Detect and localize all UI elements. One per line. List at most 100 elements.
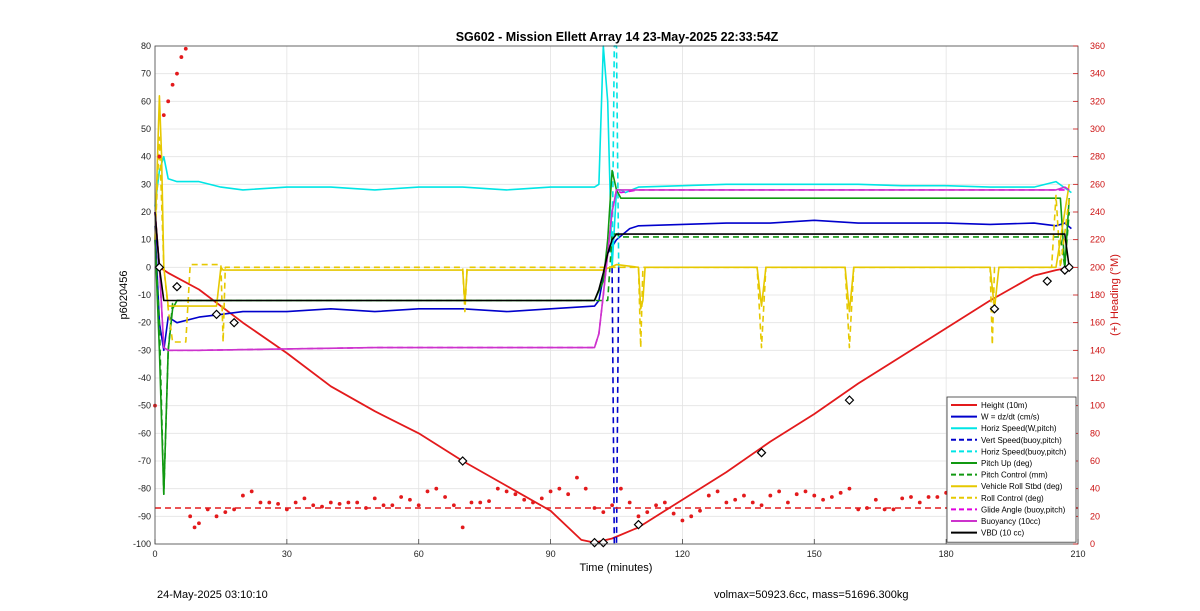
x-tick-label: 60 bbox=[414, 549, 424, 559]
heading-point bbox=[249, 489, 254, 494]
heading-point bbox=[768, 493, 773, 498]
heading-point bbox=[408, 497, 412, 502]
heading-point bbox=[355, 500, 360, 505]
heading-point bbox=[794, 492, 799, 497]
footer-mass-info: volmax=50923.6cc, mass=51696.300kg bbox=[714, 589, 909, 601]
heading-point bbox=[829, 495, 834, 499]
dive-marker bbox=[589, 537, 600, 548]
y2-tick-label: 160 bbox=[1090, 318, 1105, 328]
heading-point bbox=[175, 71, 179, 76]
heading-point bbox=[183, 46, 188, 51]
heading-point bbox=[698, 508, 702, 513]
heading-point bbox=[935, 495, 940, 499]
dive-marker bbox=[1042, 276, 1053, 287]
dive-marker bbox=[154, 262, 165, 273]
heading-point bbox=[812, 493, 817, 498]
x-axis-label: Time (minutes) bbox=[580, 562, 653, 574]
heading-point bbox=[821, 497, 825, 502]
y-tick-label: 20 bbox=[141, 207, 151, 217]
heading-point bbox=[197, 521, 201, 526]
heading-point bbox=[592, 506, 597, 510]
heading-point bbox=[750, 500, 755, 505]
heading-point bbox=[724, 500, 729, 505]
heading-point bbox=[267, 500, 272, 505]
heading-point bbox=[460, 525, 465, 530]
heading-point bbox=[706, 493, 711, 498]
legend-label: Pitch Control (mm) bbox=[981, 471, 1048, 480]
heading-point bbox=[161, 113, 166, 118]
y-tick-label: -80 bbox=[138, 484, 151, 494]
y-tick-label: 50 bbox=[141, 124, 151, 134]
heading-point bbox=[495, 486, 500, 491]
y2-tick-label: 260 bbox=[1090, 179, 1105, 189]
heading-point bbox=[847, 486, 852, 491]
legend-label: Height (10m) bbox=[981, 401, 1028, 410]
heading-point bbox=[425, 489, 430, 494]
heading-point bbox=[583, 486, 588, 491]
heading-point bbox=[742, 493, 746, 498]
y-tick-label: 40 bbox=[141, 152, 151, 162]
plot-area bbox=[153, 45, 1078, 548]
y2-tick-label: 120 bbox=[1090, 373, 1105, 383]
x-tick-label: 150 bbox=[807, 549, 822, 559]
series-buoyancy-10cc bbox=[154, 186, 1070, 352]
y2-tick-label: 280 bbox=[1090, 152, 1105, 162]
dive-marker bbox=[598, 537, 609, 548]
heading-point bbox=[214, 514, 219, 519]
legend: Height (10m) W = dz/dt (cm/s) Horiz Speed(… bbox=[946, 396, 1077, 543]
y-tick-label: 60 bbox=[141, 96, 151, 106]
y-tick-label: 30 bbox=[141, 179, 151, 189]
heading-point bbox=[170, 82, 175, 87]
y-tick-label: 0 bbox=[146, 262, 151, 272]
heading-point bbox=[522, 497, 527, 502]
dive-marker bbox=[844, 395, 855, 405]
dive-marker bbox=[457, 456, 468, 466]
dive-marker bbox=[211, 309, 222, 320]
heading-point bbox=[689, 514, 694, 519]
dive-marker bbox=[989, 303, 1000, 314]
heading-point bbox=[601, 510, 606, 515]
y-tick-label: -70 bbox=[138, 456, 151, 466]
legend-label: W = dz/dt (cm/s) bbox=[981, 413, 1040, 422]
heading-point bbox=[416, 503, 421, 508]
heading-point bbox=[487, 499, 491, 504]
heading-point bbox=[575, 475, 579, 480]
heading-point bbox=[469, 500, 474, 505]
y-tick-label: 10 bbox=[141, 235, 151, 245]
y-tick-label: -100 bbox=[133, 539, 151, 549]
y2-tick-label: 40 bbox=[1090, 484, 1100, 494]
heading-point bbox=[192, 525, 197, 530]
x-tick-label: 0 bbox=[152, 549, 157, 559]
x-tick-label: 120 bbox=[675, 549, 690, 559]
y2-tick-label: 320 bbox=[1090, 96, 1105, 106]
legend-label: Roll Control (deg) bbox=[981, 494, 1044, 503]
heading-point bbox=[917, 500, 922, 505]
y2-tick-label: 20 bbox=[1090, 511, 1100, 521]
heading-point bbox=[381, 503, 386, 508]
dive-marker bbox=[172, 281, 182, 292]
heading-point bbox=[157, 154, 162, 159]
heading-point bbox=[909, 495, 913, 499]
heading-point bbox=[337, 501, 342, 506]
y2-tick-label: 340 bbox=[1090, 69, 1105, 79]
heading-point bbox=[443, 495, 447, 499]
series-roll-control-deg bbox=[154, 136, 1070, 349]
legend-box bbox=[946, 396, 1077, 543]
heading-point bbox=[759, 503, 764, 508]
heading-point bbox=[680, 518, 685, 523]
heading-point bbox=[302, 496, 307, 501]
x-tick-label: 180 bbox=[939, 549, 954, 559]
heading-point bbox=[513, 492, 518, 497]
y2-axis-label: (+) Heading (°M) bbox=[1109, 254, 1121, 336]
y-axis-label: p6020456 bbox=[118, 271, 130, 320]
heading-point bbox=[891, 507, 896, 512]
heading-point bbox=[451, 503, 456, 508]
chart-title: SG602 - Mission Ellett Array 14 23-May-2… bbox=[456, 30, 779, 44]
y-tick-label: -60 bbox=[138, 428, 151, 438]
heading-point bbox=[926, 495, 931, 499]
y-tick-label: -50 bbox=[138, 401, 151, 411]
heading-point bbox=[258, 500, 263, 505]
heading-point bbox=[276, 501, 280, 506]
heading-point bbox=[548, 489, 553, 494]
